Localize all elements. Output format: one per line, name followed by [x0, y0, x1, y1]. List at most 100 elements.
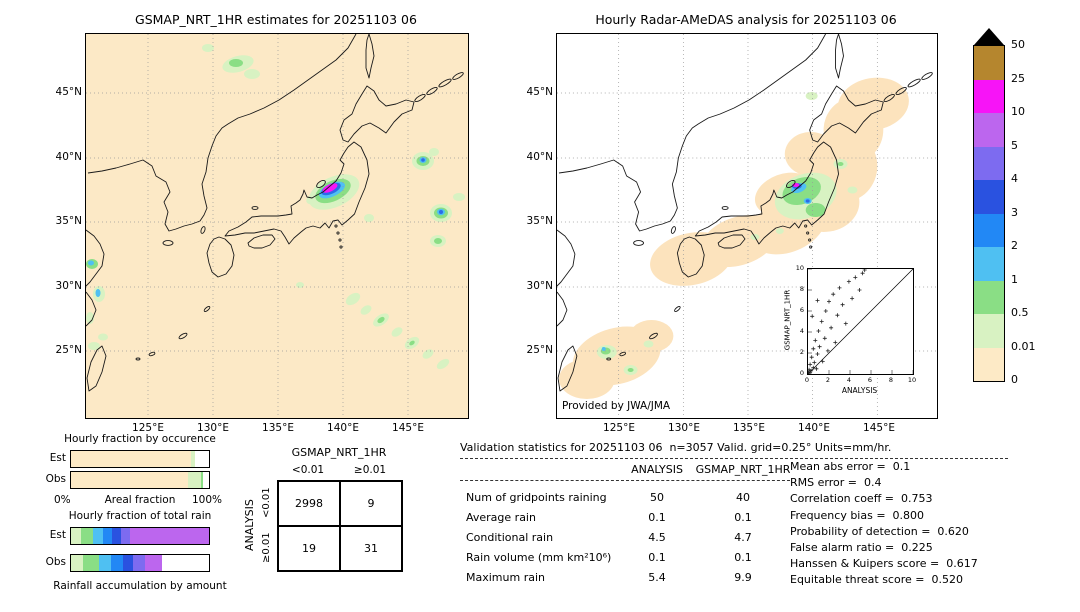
inset-y-tick-label: 0 — [799, 369, 804, 377]
contingency-table: GSMAP_NRT_1HR <0.01 ≥0.01 ANALYSIS <0.01… — [235, 440, 410, 585]
inset-x-tick-label: 10 — [907, 376, 917, 384]
stat-row-label: Rain volume (mm km²10⁶) — [466, 550, 612, 564]
lat-tick-label: 45°N — [526, 86, 553, 98]
lat-tick-label: 30°N — [526, 280, 553, 292]
colorbar-segment — [974, 213, 1004, 247]
totalrain-obs-bar — [70, 554, 210, 572]
stat-row-label: Maximum rain — [466, 570, 545, 584]
colorbar-tick-label: 0.5 — [1011, 306, 1029, 319]
lon-tick-label: 130°E — [197, 422, 229, 434]
stat-gsmap-value: 4.7 — [734, 530, 752, 544]
stat-row-label: Average rain — [466, 510, 536, 524]
bar-segment — [188, 472, 201, 488]
stats-header: Validation statistics for 20251103 06 n=… — [460, 441, 892, 454]
stat-gsmap-value: 0.1 — [734, 550, 752, 564]
right-map-title: Hourly Radar-AMeDAS analysis for 2025110… — [595, 12, 897, 27]
bar-segment — [133, 555, 146, 571]
colorbar-tick-label: 5 — [1011, 138, 1018, 152]
inset-y-tick-label: 2 — [799, 348, 804, 356]
bar-segment — [80, 528, 94, 544]
colorbar-tick-label: 0.01 — [1011, 339, 1036, 353]
stat-row-label: Conditional rain — [466, 530, 554, 544]
lon-tick-label: 140°E — [798, 422, 830, 434]
contingency-grid: 2998 9 19 31 — [277, 480, 403, 572]
contingency-col-axis-title: GSMAP_NRT_1HR — [291, 446, 387, 459]
inset-x-axis-label: ANALYSIS — [841, 386, 878, 395]
inset-tick-marks — [808, 269, 913, 374]
colorbar-scale — [973, 45, 1005, 382]
lon-tick-label: 130°E — [668, 422, 700, 434]
one-to-one-line — [808, 269, 913, 374]
contingency-row-axis-title: ANALYSIS — [243, 499, 256, 551]
stat-analysis-value: 4.5 — [648, 530, 666, 544]
stat-gsmap-value: 0.1 — [734, 510, 752, 524]
row-label-lt001: <0.01 — [261, 487, 272, 518]
bar-segment — [93, 528, 103, 544]
stat-analysis-value: 5.4 — [648, 570, 666, 584]
contingency-cell-11: 31 — [340, 526, 402, 571]
axis-0pct-label: 0% — [54, 494, 71, 506]
lat-tick-label: 40°N — [55, 151, 82, 163]
lon-tick-label: 145°E — [863, 422, 895, 434]
inset-x-tick-label: 0 — [804, 376, 810, 384]
bar-segment — [120, 528, 131, 544]
contingency-cell-00: 2998 — [278, 481, 340, 526]
metric-item: Probability of detection = 0.620 — [790, 524, 969, 538]
inset-scatter-svg — [808, 269, 913, 374]
row-label-est: Est — [49, 452, 66, 464]
bar-segment — [83, 555, 99, 571]
validation-statistics: Validation statistics for 20251103 06 n=… — [460, 441, 1016, 586]
bar-segment — [203, 472, 209, 488]
metric-item: Mean abs error = 0.1 — [790, 460, 911, 473]
bar-segment — [130, 528, 209, 544]
contingency-col-labels: <0.01 ≥0.01 — [277, 464, 401, 476]
colorbar-tick-label: 50 — [1011, 38, 1025, 51]
contingency-cell-01: 9 — [340, 481, 402, 526]
col-label-ge001: ≥0.01 — [353, 464, 387, 476]
occurrence-est-bar — [70, 450, 210, 468]
dashed-divider — [460, 480, 790, 481]
inset-scatter-panel: GSMAP_NRT_1HR 0 2 4 6 8 10 0 2 4 6 8 10 — [771, 264, 931, 414]
metric-item: Frequency bias = 0.800 — [790, 508, 925, 522]
occurrence-obs-row: Obs — [40, 471, 240, 489]
stat-row-label: Num of gridpoints raining — [466, 490, 607, 504]
stat-analysis-value: 0.1 — [648, 550, 666, 564]
row-label-ge001: ≥0.01 — [261, 532, 272, 563]
colorbar-segment — [974, 79, 1004, 113]
totalrain-caption: Rainfall accumulation by amount — [53, 580, 227, 592]
metric-item: False alarm ratio = 0.225 — [790, 540, 933, 554]
left-map-title: GSMAP_NRT_1HR estimates for 20251103 06 — [135, 12, 417, 27]
right-map-panel: 45°N 40°N 35°N 30°N 25°N 125°E 130°E 135°E 140°… — [527, 33, 938, 434]
bar-segment — [71, 528, 81, 544]
colorbar-segment — [974, 113, 1004, 147]
metric-item: Equitable threat score = 0.520 — [790, 573, 963, 587]
colorbar-tick-label: 1 — [1011, 272, 1018, 286]
stat-gsmap-value: 9.9 — [734, 570, 752, 584]
colorbar-segment — [974, 180, 1004, 214]
lon-tick-label: 140°E — [327, 422, 359, 434]
totalrain-est-bar — [70, 527, 210, 545]
lon-tick-label: 135°E — [262, 422, 294, 434]
rain-rate-colorbar: 50 25 10 5 4 3 2 1 0.5 0.01 0 — [973, 28, 1036, 386]
inset-x-tick-label: 6 — [867, 376, 873, 384]
row-label-obs: Obs — [45, 556, 66, 568]
inset-y-tick-label: 10 — [795, 264, 804, 272]
bar-segment — [71, 555, 84, 571]
bar-segment — [123, 555, 134, 571]
colorbar-tick-label: 10 — [1011, 105, 1025, 118]
bar-segment — [71, 451, 192, 467]
areal-fraction-label: Areal fraction — [104, 494, 176, 506]
colorbar-segment — [974, 247, 1004, 281]
skill-metrics-list: Mean abs error = 0.1 RMS error = 0.4 Corre… — [790, 460, 1016, 590]
inset-plot-area — [807, 268, 914, 375]
totalrain-obs-row: Obs — [40, 554, 240, 572]
occurrence-obs-bar — [70, 471, 210, 489]
bar-segment — [102, 528, 113, 544]
lon-tick-label: 125°E — [603, 422, 635, 434]
colorbar-segment — [974, 314, 1004, 348]
stat-gsmap-value: 40 — [736, 490, 750, 504]
bar-segment — [145, 555, 162, 571]
lat-tick-label: 45°N — [55, 86, 82, 98]
row-label-est: Est — [49, 529, 66, 541]
